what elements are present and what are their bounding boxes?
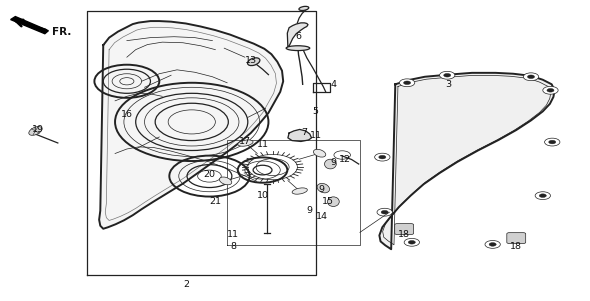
Ellipse shape [317,183,330,193]
Circle shape [547,88,554,92]
Text: 11: 11 [310,131,322,140]
Text: 18: 18 [510,242,522,251]
Text: 11: 11 [257,140,268,149]
Circle shape [379,155,386,159]
Text: 14: 14 [316,212,327,221]
Ellipse shape [29,126,42,135]
Ellipse shape [299,6,309,11]
Text: 16: 16 [121,110,133,119]
Circle shape [375,153,390,161]
Circle shape [545,138,560,146]
Circle shape [535,192,550,200]
Text: 2: 2 [183,280,189,289]
Polygon shape [11,17,48,34]
Text: 19: 19 [32,125,44,134]
Circle shape [404,81,411,85]
Ellipse shape [292,188,307,194]
Text: 4: 4 [330,80,336,89]
Text: 9: 9 [330,158,336,167]
Ellipse shape [324,159,336,169]
Text: 9: 9 [307,206,313,215]
Circle shape [404,238,419,246]
Circle shape [444,73,451,77]
Text: 3: 3 [445,80,451,89]
Text: 5: 5 [313,107,319,116]
Circle shape [399,79,415,87]
Ellipse shape [286,46,310,51]
Text: 9: 9 [319,185,324,194]
Text: 18: 18 [398,230,410,239]
Circle shape [377,208,392,216]
Circle shape [523,73,539,81]
Text: 7: 7 [301,128,307,137]
Text: 20: 20 [204,170,215,179]
Polygon shape [99,21,283,229]
Circle shape [440,71,455,79]
Text: 8: 8 [230,242,236,251]
Text: 10: 10 [257,191,268,200]
Circle shape [549,140,556,144]
Ellipse shape [238,140,253,146]
Circle shape [485,240,500,248]
FancyBboxPatch shape [395,224,414,234]
Polygon shape [379,73,555,249]
Text: 21: 21 [209,197,221,206]
Polygon shape [288,129,312,141]
Text: 13: 13 [245,56,257,65]
FancyBboxPatch shape [507,233,526,244]
Circle shape [539,194,546,197]
Circle shape [408,240,415,244]
Text: 12: 12 [339,155,351,164]
Text: FR.: FR. [52,26,71,37]
Circle shape [527,75,535,79]
Circle shape [543,86,558,94]
Text: 17: 17 [239,137,251,146]
Text: 6: 6 [295,32,301,41]
Ellipse shape [327,197,339,206]
Ellipse shape [219,177,232,185]
Ellipse shape [248,58,260,66]
Polygon shape [287,23,308,48]
Ellipse shape [313,149,326,157]
Text: 15: 15 [322,197,333,206]
Circle shape [489,243,496,246]
Text: 11: 11 [227,230,239,239]
Circle shape [381,210,388,214]
